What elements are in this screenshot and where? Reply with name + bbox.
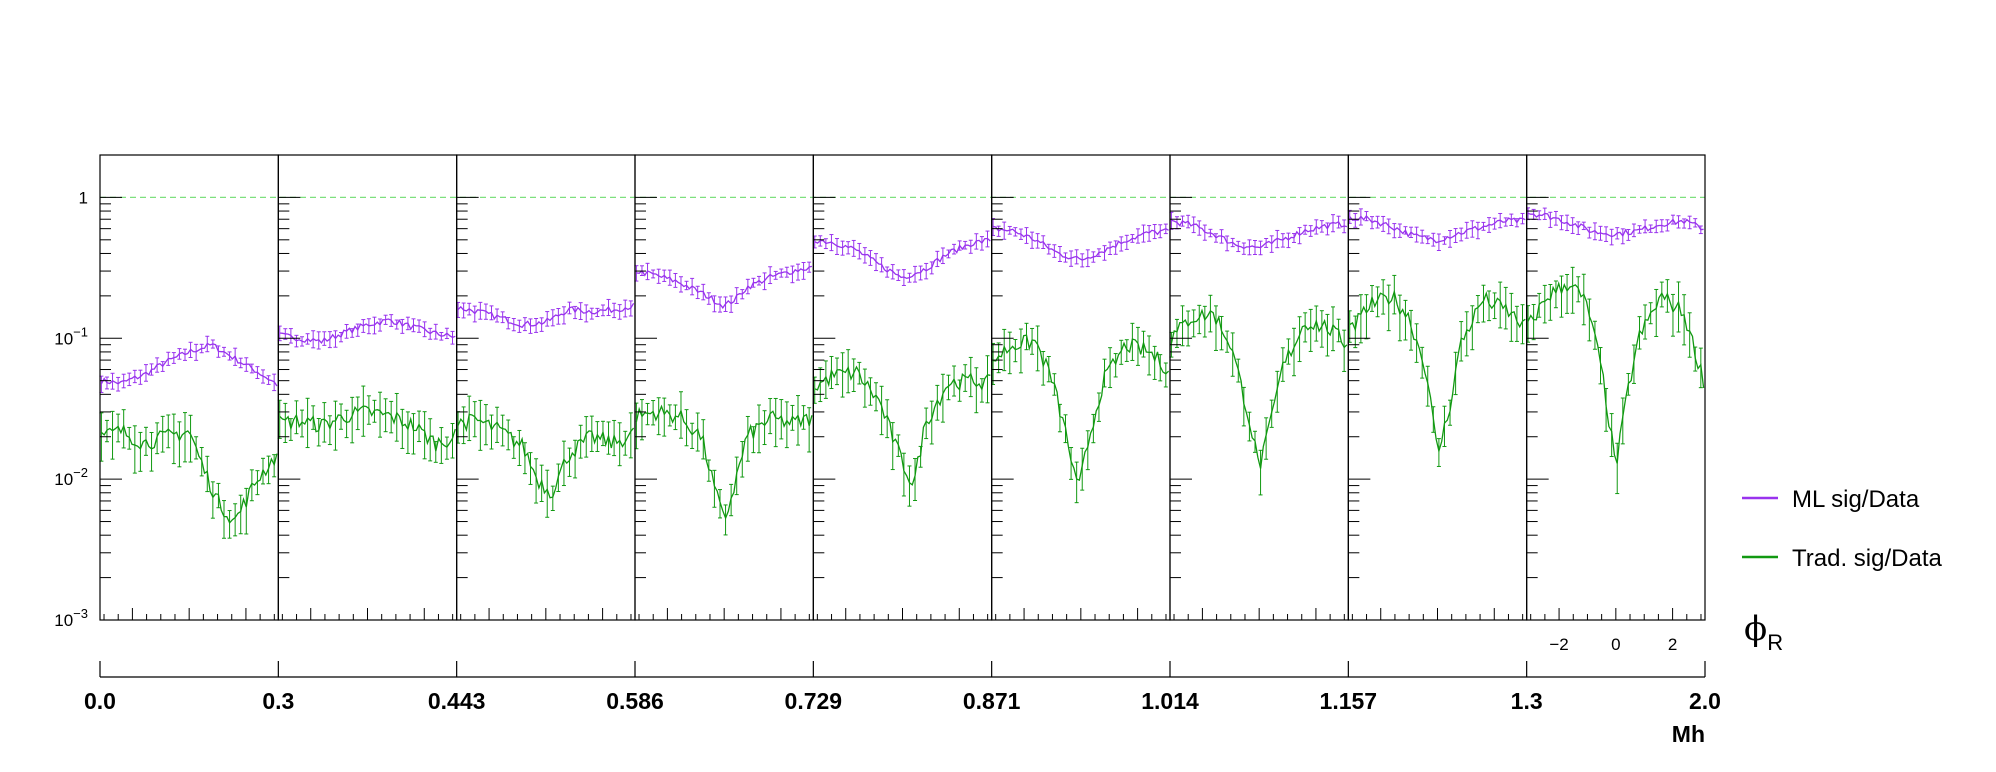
series-1-panel-6	[1169, 294, 1348, 496]
series-0-panel-5	[991, 218, 1169, 268]
legend: ML sig/Data Trad. sig/Data	[1742, 486, 1942, 572]
series-ml-sig-data	[99, 207, 1704, 393]
series-line	[993, 334, 1170, 481]
series-1-panel-8	[1526, 266, 1705, 495]
legend-label-trad: Trad. sig/Data	[1792, 545, 1942, 572]
series-0-panel-0	[99, 335, 278, 393]
series-line	[1527, 212, 1704, 238]
series-1-panel-5	[991, 322, 1170, 504]
series-line	[635, 404, 813, 520]
series-line	[1170, 308, 1348, 469]
phi-axis-title: ϕR	[1744, 609, 1783, 655]
mh-tick-label: 0.586	[606, 688, 664, 714]
mh-tick-label: 0.729	[785, 688, 843, 714]
mh-tick-label: 0.0	[84, 688, 116, 714]
series-0-panel-8	[1526, 207, 1704, 246]
mh-tick-label: 0.443	[428, 688, 486, 714]
series-trad-sig-data	[99, 266, 1705, 539]
series-line	[279, 318, 456, 344]
series-0-panel-3	[634, 261, 813, 313]
mh-tick-label: 1.3	[1511, 688, 1543, 714]
series-line	[1349, 214, 1526, 244]
series-line	[814, 237, 991, 279]
series-line	[992, 225, 1169, 261]
mh-axis: 0.0 0.3 0.443 0.586 0.729 0.871 1.014 1.157 1.3 2…	[84, 661, 1721, 714]
series-line	[1527, 281, 1705, 464]
series-line	[457, 302, 635, 329]
series-0-panel-7	[1347, 208, 1526, 252]
series-0-panel-4	[812, 230, 991, 286]
series-line	[1171, 219, 1348, 250]
series-0-panel-1	[277, 314, 456, 350]
legend-label-ml: ML sig/Data	[1792, 486, 1920, 513]
y-axis: 1 10−1 10−2 10−3	[54, 154, 1549, 630]
series-line	[814, 365, 991, 486]
mh-tick-label: 1.014	[1141, 688, 1199, 714]
series-line	[1349, 289, 1526, 454]
y-tick-label: 10−3	[54, 606, 88, 630]
series-1-panel-3	[634, 391, 813, 536]
mh-axis-title: Mh	[1672, 721, 1705, 747]
series-line	[100, 423, 278, 524]
series-line	[100, 342, 278, 387]
series-layer	[99, 207, 1705, 539]
series-1-panel-7	[1347, 274, 1526, 467]
y-tick-label: 10−2	[54, 465, 88, 489]
phi-axis: −2 0 2	[103, 608, 1702, 654]
y-tick-label: 1	[79, 188, 88, 207]
series-line	[636, 265, 813, 310]
series-1-panel-1	[277, 385, 456, 464]
phi-tick-label: 0	[1611, 635, 1620, 654]
series-1-panel-4	[812, 349, 991, 507]
mh-tick-label: 0.3	[262, 688, 294, 714]
phi-tick-label: 2	[1668, 635, 1677, 654]
series-line	[457, 413, 635, 499]
y-tick-label: 10−1	[54, 324, 88, 348]
series-1-panel-2	[456, 395, 635, 518]
mh-tick-label: 2.0	[1689, 688, 1721, 714]
series-0-panel-6	[1169, 211, 1348, 256]
series-line	[279, 405, 456, 452]
mh-tick-label: 1.157	[1320, 688, 1378, 714]
mh-tick-label: 0.871	[963, 688, 1021, 714]
series-1-panel-0	[99, 409, 278, 539]
phi-tick-label: −2	[1549, 635, 1568, 654]
